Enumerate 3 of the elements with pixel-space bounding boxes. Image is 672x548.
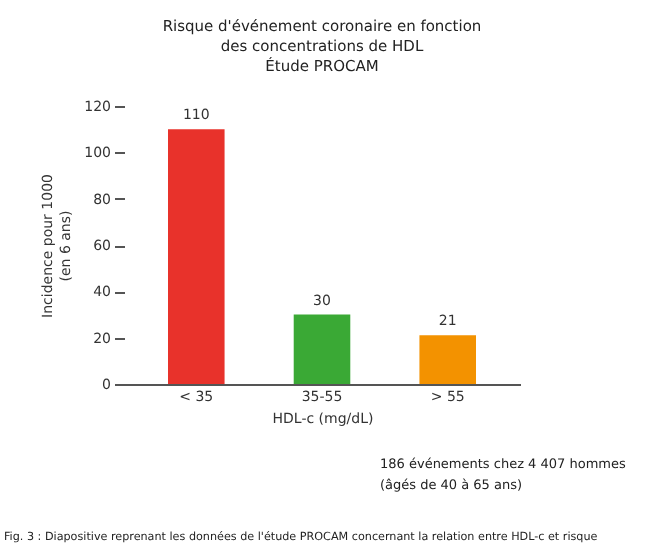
bar [168,129,225,384]
bar [293,314,351,384]
bar [419,335,476,384]
